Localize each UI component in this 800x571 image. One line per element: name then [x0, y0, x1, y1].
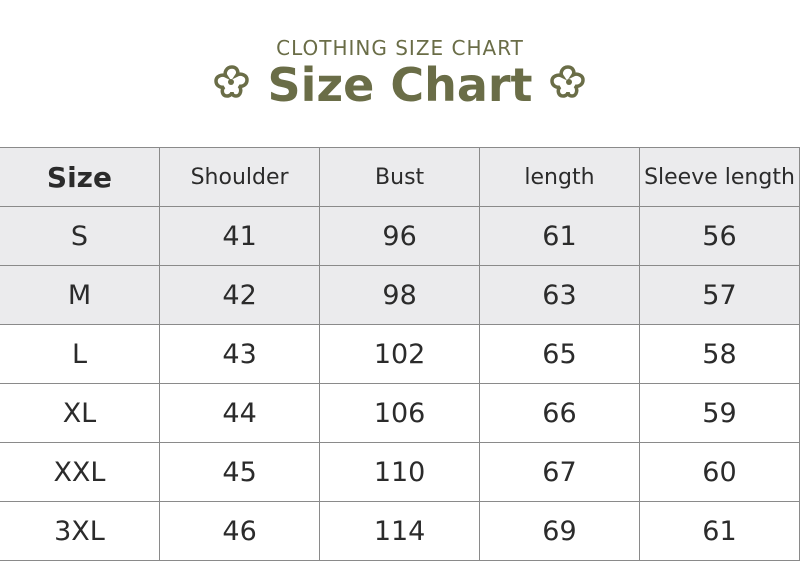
- column-header: Shoulder: [158, 147, 321, 207]
- flower-icon: [550, 65, 585, 98]
- table-cell: 102: [319, 324, 480, 384]
- table-cell: 42: [158, 265, 321, 325]
- table-cell: 60: [638, 442, 800, 502]
- table-row: L 43 102 65 58: [0, 324, 800, 384]
- table-cell: 98: [319, 265, 480, 325]
- table-cell: 96: [319, 206, 480, 266]
- table-cell: 114: [319, 501, 480, 561]
- table-cell: M: [0, 265, 160, 325]
- table-cell: 45: [158, 442, 321, 502]
- table-cell: XL: [0, 383, 160, 443]
- table-cell: XXL: [0, 442, 160, 502]
- size-table: Size Shoulder Bust length Sleeve length …: [0, 147, 800, 561]
- table-row: XL 44 106 66 59: [0, 383, 800, 443]
- table-cell: 44: [158, 383, 321, 443]
- table-cell: 66: [478, 383, 640, 443]
- flower-icon: [214, 65, 249, 98]
- table-row: 3XL 46 114 69 61: [0, 501, 800, 561]
- table-cell: 57: [638, 265, 800, 325]
- table-cell: 106: [319, 383, 480, 443]
- table-row: XXL 45 110 67 60: [0, 442, 800, 502]
- column-header: Size: [0, 147, 160, 207]
- column-header: length: [478, 147, 640, 207]
- table-cell: 58: [638, 324, 800, 384]
- table-cell: 3XL: [0, 501, 160, 561]
- table-cell: 61: [478, 206, 640, 266]
- table-cell: 69: [478, 501, 640, 561]
- table-cell: 41: [158, 206, 321, 266]
- table-cell: S: [0, 206, 160, 266]
- table-cell: 59: [638, 383, 800, 443]
- table-cell: 67: [478, 442, 640, 502]
- table-cell: 56: [638, 206, 800, 266]
- table-cell: 61: [638, 501, 800, 561]
- column-header: Bust: [319, 147, 480, 207]
- table-cell: L: [0, 324, 160, 384]
- subtitle: CLOTHING SIZE CHART: [276, 36, 524, 60]
- table-header-row: Size Shoulder Bust length Sleeve length: [0, 147, 800, 207]
- table-cell: 43: [158, 324, 321, 384]
- table-row: M 42 98 63 57: [0, 265, 800, 325]
- table-cell: 63: [478, 265, 640, 325]
- table-cell: 46: [158, 501, 321, 561]
- table-row: S 41 96 61 56: [0, 206, 800, 266]
- table-cell: 110: [319, 442, 480, 502]
- column-header: Sleeve length: [638, 147, 800, 207]
- table-cell: 65: [478, 324, 640, 384]
- page-title: Size Chart: [267, 58, 533, 112]
